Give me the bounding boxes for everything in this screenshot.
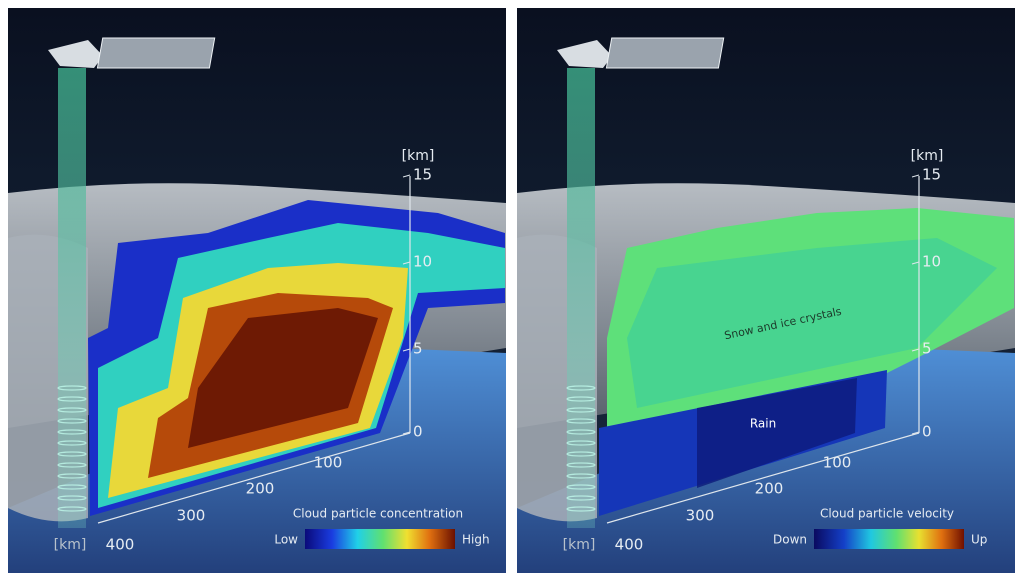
- height-unit: [km]: [402, 148, 435, 164]
- height-tick-label: 5: [922, 340, 932, 358]
- solar-panel: [605, 37, 725, 69]
- beam-ring: [57, 396, 87, 402]
- scene: [8, 8, 506, 573]
- distance-tick-label: 400: [106, 536, 135, 554]
- satellite-body: [557, 40, 612, 68]
- panel: [km] 15 10 5 0 100 200 300 400 [km] Cloud particle…: [517, 8, 1015, 573]
- beam-ring: [57, 385, 87, 391]
- distance-tick-label: 400: [615, 536, 644, 554]
- colorbar-title: Cloud particle concentration: [293, 507, 463, 521]
- distance-tick-label: 300: [686, 507, 715, 525]
- distance-unit: [km]: [563, 537, 596, 553]
- beam-ring: [57, 484, 87, 490]
- distance-tick-label: 100: [314, 454, 343, 472]
- solar-panel: [96, 37, 216, 69]
- colorbar-high: Up: [971, 533, 987, 547]
- beam-ring: [57, 506, 87, 512]
- height-tick: [911, 431, 920, 435]
- colorbar: [305, 529, 455, 549]
- beam-ring: [57, 451, 87, 457]
- curtain-ice-edge: [627, 238, 997, 408]
- height-tick-label: 10: [413, 253, 432, 271]
- beam-ring: [566, 418, 596, 424]
- beam-ring: [566, 429, 596, 435]
- beam-ring: [566, 407, 596, 413]
- height-tick-label: 10: [922, 253, 941, 271]
- height-tick: [911, 261, 920, 265]
- scene: [517, 8, 1015, 573]
- height-tick: [911, 348, 920, 352]
- beam-ring: [57, 440, 87, 446]
- height-tick: [402, 261, 411, 265]
- height-tick-label: 0: [413, 423, 423, 441]
- height-tick: [402, 431, 411, 435]
- height-tick-label: 15: [413, 166, 432, 184]
- colorbar: [814, 529, 964, 549]
- height-tick: [402, 174, 411, 178]
- colorbar-high: High: [462, 533, 490, 547]
- radar-beam: [58, 68, 86, 528]
- beam-ring: [57, 429, 87, 435]
- height-tick-label: 0: [922, 423, 932, 441]
- height-tick: [402, 348, 411, 352]
- colorbar-low: Low: [274, 533, 298, 547]
- beam-ring: [566, 451, 596, 457]
- beam-ring: [566, 495, 596, 501]
- beam-ring: [57, 495, 87, 501]
- beam-ring: [566, 484, 596, 490]
- distance-axis: [606, 432, 920, 524]
- curtain-core: [188, 308, 378, 448]
- annotation: Rain: [750, 417, 776, 431]
- height-unit: [km]: [911, 148, 944, 164]
- beam-ring: [566, 385, 596, 391]
- distance-tick-label: 200: [755, 480, 784, 498]
- colorbar-low: Down: [773, 533, 807, 547]
- height-tick-label: 5: [413, 340, 423, 358]
- beam-ring: [566, 396, 596, 402]
- satellite-body: [48, 40, 103, 68]
- beam-ring: [566, 473, 596, 479]
- panel: [km] 15 10 5 0 100 200 300 400 [km] Cloud particle…: [8, 8, 506, 573]
- beam-ring: [566, 462, 596, 468]
- beam-ring: [566, 506, 596, 512]
- colorbar-title: Cloud particle velocity: [820, 507, 954, 521]
- beam-ring: [57, 462, 87, 468]
- beam-ring: [57, 407, 87, 413]
- distance-unit: [km]: [54, 537, 87, 553]
- distance-tick-label: 100: [823, 454, 852, 472]
- beam-ring: [57, 473, 87, 479]
- distance-tick-label: 200: [246, 480, 275, 498]
- height-tick: [911, 174, 920, 178]
- beam-ring: [57, 418, 87, 424]
- height-tick-label: 15: [922, 166, 941, 184]
- radar-beam: [567, 68, 595, 528]
- curtain-rain-dark: [697, 378, 857, 488]
- beam-ring: [566, 440, 596, 446]
- distance-axis: [97, 432, 411, 524]
- distance-tick-label: 300: [177, 507, 206, 525]
